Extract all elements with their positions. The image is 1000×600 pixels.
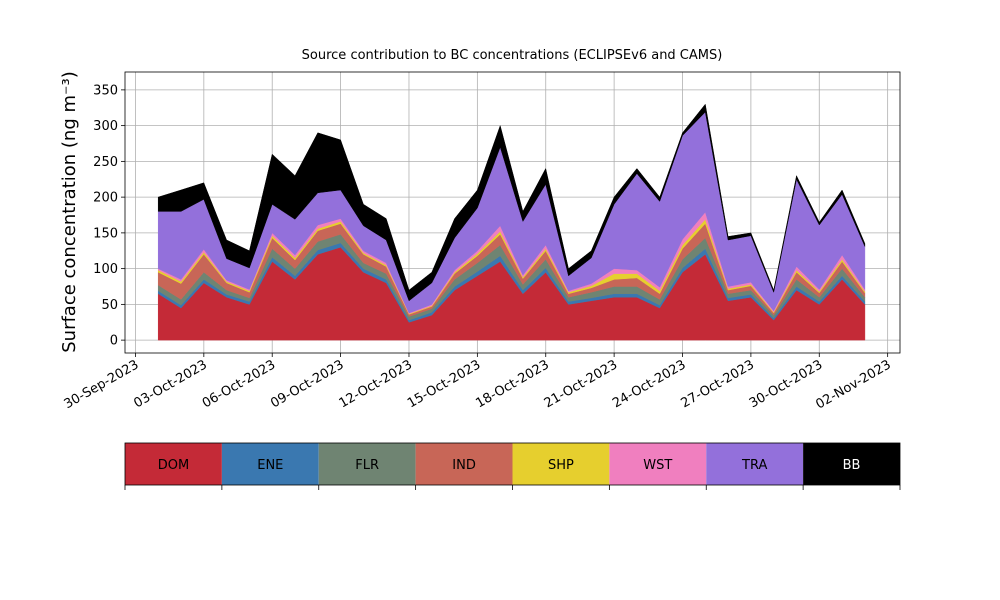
y-tick-label: 150 [93, 226, 118, 241]
x-tick-label: 30-Sep-2023 [62, 357, 142, 412]
legend-label: SHP [548, 458, 574, 473]
legend: DOM ENE FLR IND SHP WST TRA BB [124, 442, 901, 490]
x-tick-label: 12-Oct-2023 [337, 357, 415, 411]
legend-label: TRA [741, 458, 767, 473]
x-tick-label: 09-Oct-2023 [268, 357, 346, 411]
y-tick-label: 350 [93, 83, 118, 98]
y-tick-label: 250 [93, 155, 118, 170]
legend-label: DOM [158, 458, 189, 473]
y-tick-label: 50 [101, 298, 118, 313]
x-tick-label: 03-Oct-2023 [131, 357, 209, 411]
y-tick-label: 200 [93, 191, 118, 206]
x-tick-label: 15-Oct-2023 [405, 357, 483, 411]
y-tick-label: 100 [93, 262, 118, 277]
x-tick-label: 06-Oct-2023 [200, 357, 278, 411]
y-tick-label: 0 [110, 334, 118, 349]
legend-label: IND [452, 458, 476, 473]
plot-area [125, 72, 900, 353]
x-tick-label: 27-Oct-2023 [678, 357, 756, 411]
legend-swatch [706, 443, 804, 485]
x-tick-label: 21-Oct-2023 [542, 357, 620, 411]
x-tick-label: 30-Oct-2023 [747, 357, 825, 411]
y-tick-label: 300 [93, 119, 118, 134]
legend-label: BB [843, 458, 861, 473]
legend-swatch [125, 443, 222, 485]
chart-title: Source contribution to BC concentrations… [302, 48, 723, 63]
x-tick-label: 24-Oct-2023 [610, 357, 688, 411]
legend-label: ENE [257, 458, 283, 473]
y-axis-label: Surface concentration (ng m⁻³) [59, 71, 80, 353]
legend-frame [124, 442, 901, 486]
legend-swatch [803, 443, 900, 485]
legend-label: WST [643, 458, 672, 473]
axes-frame [124, 71, 901, 354]
legend-swatch [415, 443, 513, 485]
legend-swatch [318, 443, 416, 485]
legend-swatch [221, 443, 319, 485]
legend-label: FLR [355, 458, 379, 473]
x-tick-label: 18-Oct-2023 [473, 357, 551, 411]
area [157, 103, 866, 302]
legend-swatch [609, 443, 707, 485]
legend-swatch [512, 443, 610, 485]
x-tick-label: 02-Nov-2023 [813, 357, 893, 412]
